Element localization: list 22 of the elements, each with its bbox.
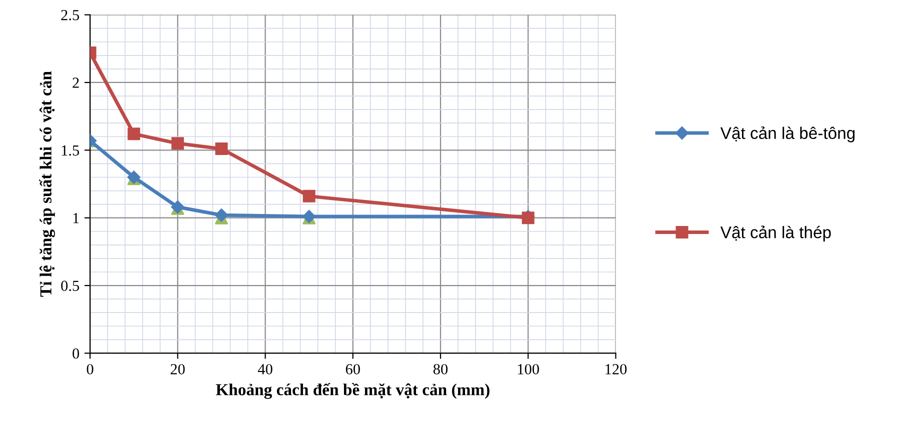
x-tick-label: 80 [433, 364, 448, 374]
x-axis-title: Khoảng cách đến bề mặt vật cản (mm) [216, 383, 490, 399]
y-tick-label: 2 [72, 78, 79, 88]
x-tick-label: 40 [258, 364, 272, 374]
point [128, 128, 140, 140]
x-tick-label: 20 [170, 364, 185, 374]
y-tick-label: 0.5 [61, 280, 80, 292]
point [215, 142, 228, 156]
point [302, 190, 316, 202]
x-tick-label: 0 [86, 364, 94, 374]
point [214, 208, 228, 222]
x-tick-label: 100 [518, 364, 539, 374]
x-tick-label: 60 [346, 364, 360, 374]
y-tick-label: 1 [73, 213, 79, 224]
legend-label: Vật cản là bê-tông [720, 126, 855, 142]
y-tick-label: 1.5 [62, 145, 80, 156]
x-tick-label: 120 [606, 364, 627, 374]
y-tick-label: 2.5 [61, 10, 80, 20]
legend-label: Vật cản là thép [720, 226, 831, 242]
y-axis-title: Tỉ lệ tăng áp suất khi có vật cản [39, 71, 55, 297]
point [171, 137, 184, 150]
y-tick-label: 0 [72, 348, 80, 359]
